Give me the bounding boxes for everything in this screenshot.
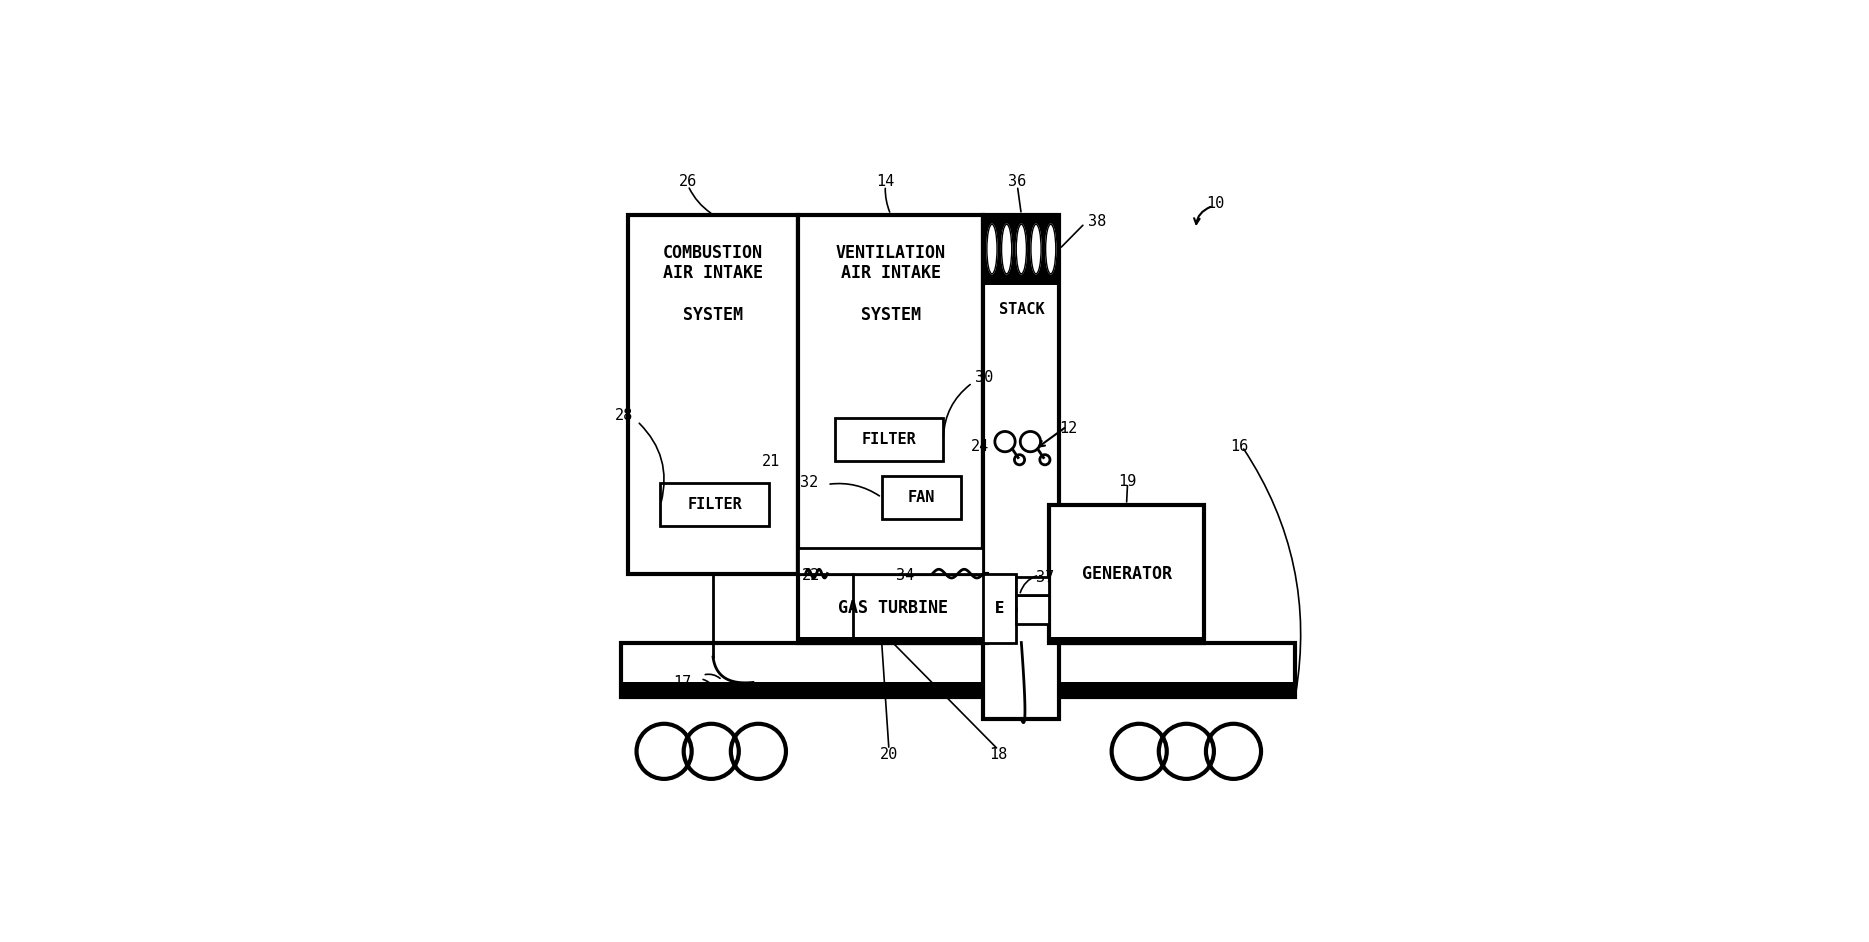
Text: FAN: FAN xyxy=(908,490,934,505)
Text: 18: 18 xyxy=(989,747,1007,762)
Text: 20: 20 xyxy=(880,747,899,762)
Ellipse shape xyxy=(1002,224,1011,274)
Bar xyxy=(983,215,1060,719)
Bar xyxy=(1049,505,1204,642)
Text: 10: 10 xyxy=(1206,196,1224,211)
Bar xyxy=(983,574,1017,642)
Bar xyxy=(835,417,944,462)
Text: VENTILATION
AIR INTAKE

SYSTEM: VENTILATION AIR INTAKE SYSTEM xyxy=(835,244,946,324)
Text: COMBUSTION
AIR INTAKE

SYSTEM: COMBUSTION AIR INTAKE SYSTEM xyxy=(663,244,763,324)
Text: 24: 24 xyxy=(970,439,989,454)
Ellipse shape xyxy=(987,224,996,274)
Bar xyxy=(621,682,1295,697)
Text: FILTER: FILTER xyxy=(688,497,742,512)
Bar xyxy=(660,483,770,527)
Bar xyxy=(882,476,961,519)
Bar xyxy=(1017,595,1049,625)
Text: GENERATOR: GENERATOR xyxy=(1082,564,1172,583)
Text: 38: 38 xyxy=(1088,215,1106,229)
Text: 21: 21 xyxy=(763,454,779,469)
Text: 16: 16 xyxy=(1230,439,1248,454)
Text: 37: 37 xyxy=(1035,570,1054,585)
Text: 19: 19 xyxy=(1118,474,1136,489)
Text: 36: 36 xyxy=(1007,174,1026,189)
Text: E: E xyxy=(994,601,1004,615)
Text: E: E xyxy=(994,601,1004,615)
Text: 12: 12 xyxy=(1060,421,1078,436)
Text: FILTER: FILTER xyxy=(862,432,916,447)
Bar xyxy=(798,548,983,574)
Text: 32: 32 xyxy=(800,476,819,491)
Bar xyxy=(798,215,983,574)
Text: 28: 28 xyxy=(615,408,634,423)
Bar xyxy=(628,215,798,574)
Text: 14: 14 xyxy=(877,174,895,189)
Text: 22: 22 xyxy=(802,568,820,583)
Text: STACK: STACK xyxy=(998,301,1045,317)
Ellipse shape xyxy=(1017,224,1026,274)
Text: 17: 17 xyxy=(673,674,692,690)
Ellipse shape xyxy=(1045,224,1056,274)
Bar xyxy=(1017,577,1049,595)
Text: GAS TURBINE: GAS TURBINE xyxy=(837,599,948,617)
Text: 30: 30 xyxy=(974,370,992,385)
Bar xyxy=(621,642,1295,697)
Bar xyxy=(1049,638,1204,642)
Bar xyxy=(798,574,987,642)
Bar xyxy=(983,215,1060,284)
Text: 34: 34 xyxy=(895,568,914,583)
Ellipse shape xyxy=(1032,224,1041,274)
Bar xyxy=(798,638,987,642)
Text: 26: 26 xyxy=(678,174,697,189)
